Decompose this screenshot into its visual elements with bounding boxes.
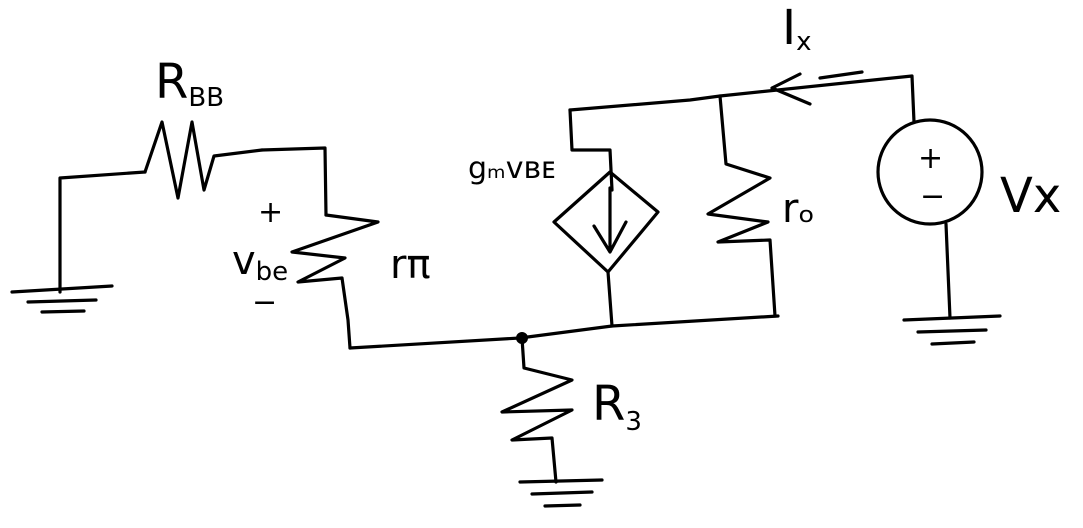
- wire-emitter-node: [348, 314, 780, 350]
- resistor-r3: [500, 336, 574, 484]
- vbe-plus-sign: +: [258, 195, 283, 230]
- vx-source-plus: +: [918, 141, 943, 176]
- current-arrow-icon: [770, 70, 864, 106]
- voltage-source-vx: [876, 118, 984, 226]
- rpi-label: rπ: [390, 242, 431, 288]
- resistor-rpi: [290, 213, 380, 350]
- ix-label: Ix: [782, 0, 812, 57]
- wire-gm-source-top: [568, 108, 614, 192]
- gm-vbe-label: gₘvʙᴇ: [468, 151, 556, 186]
- down-arrow-icon: [592, 186, 628, 254]
- vbe-label: vbe: [232, 238, 288, 287]
- dependent-current-source-gm: [552, 170, 660, 274]
- vx-label: Vx: [1000, 168, 1061, 224]
- wire-left-ground-to-rbb: [58, 170, 147, 294]
- ground-left: [10, 284, 114, 314]
- resistor-ro: [706, 94, 777, 318]
- ro-label: rₒ: [782, 186, 815, 232]
- wire-gm-source-bottom: [606, 270, 614, 328]
- vx-source-minus: −: [920, 179, 945, 214]
- wire-vx-to-ground: [944, 222, 952, 320]
- wire-collector-top: [568, 74, 916, 124]
- ground-right: [902, 314, 1002, 346]
- ground-r3: [518, 478, 604, 508]
- wire-rbb-to-rpi: [260, 146, 328, 217]
- resistor-rbb: [143, 120, 264, 200]
- vbe-minus-sign: −: [252, 285, 277, 320]
- r3-label: R3: [592, 376, 642, 437]
- rbb-label: RBB: [155, 54, 224, 113]
